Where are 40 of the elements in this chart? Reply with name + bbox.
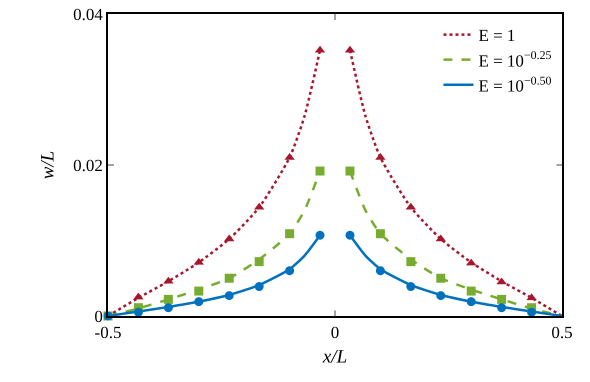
point (466, 297, 476, 306)
y-tick-label: 0.04 (73, 4, 104, 24)
point (345, 230, 354, 240)
point (436, 274, 446, 283)
point (436, 234, 446, 242)
point (254, 282, 264, 292)
point (285, 266, 294, 276)
x-tick-label: -0.5 (94, 323, 122, 342)
point (497, 303, 506, 312)
point (224, 274, 234, 283)
y-axis-title: w/L (37, 150, 58, 180)
point (406, 257, 416, 266)
point (134, 308, 143, 317)
point (436, 291, 446, 300)
point (194, 297, 204, 306)
point (316, 230, 325, 240)
legend-label: E = 10$^{−0.50}$ (478, 73, 552, 96)
x-tick-label: 0 (330, 323, 340, 342)
point (194, 286, 204, 296)
y-tick-label: 0.02 (73, 156, 103, 175)
point (406, 282, 416, 292)
y-tick-label: 0 (94, 306, 103, 326)
point (466, 286, 476, 296)
point (376, 266, 385, 276)
point (254, 257, 264, 266)
x-tick-label: 0.5 (551, 323, 573, 342)
point (285, 229, 294, 238)
legend-label: E = 1 (478, 26, 516, 46)
point (527, 308, 536, 317)
point (376, 229, 385, 238)
point (224, 234, 234, 242)
point (497, 294, 506, 304)
point (164, 303, 173, 312)
legend-label: E = 10$^{−0.25}$ (478, 48, 552, 70)
point (345, 166, 354, 176)
point (164, 294, 173, 304)
point (224, 291, 234, 300)
x-axis-title: x/L (322, 346, 348, 368)
point (316, 166, 325, 176)
point (194, 258, 204, 265)
